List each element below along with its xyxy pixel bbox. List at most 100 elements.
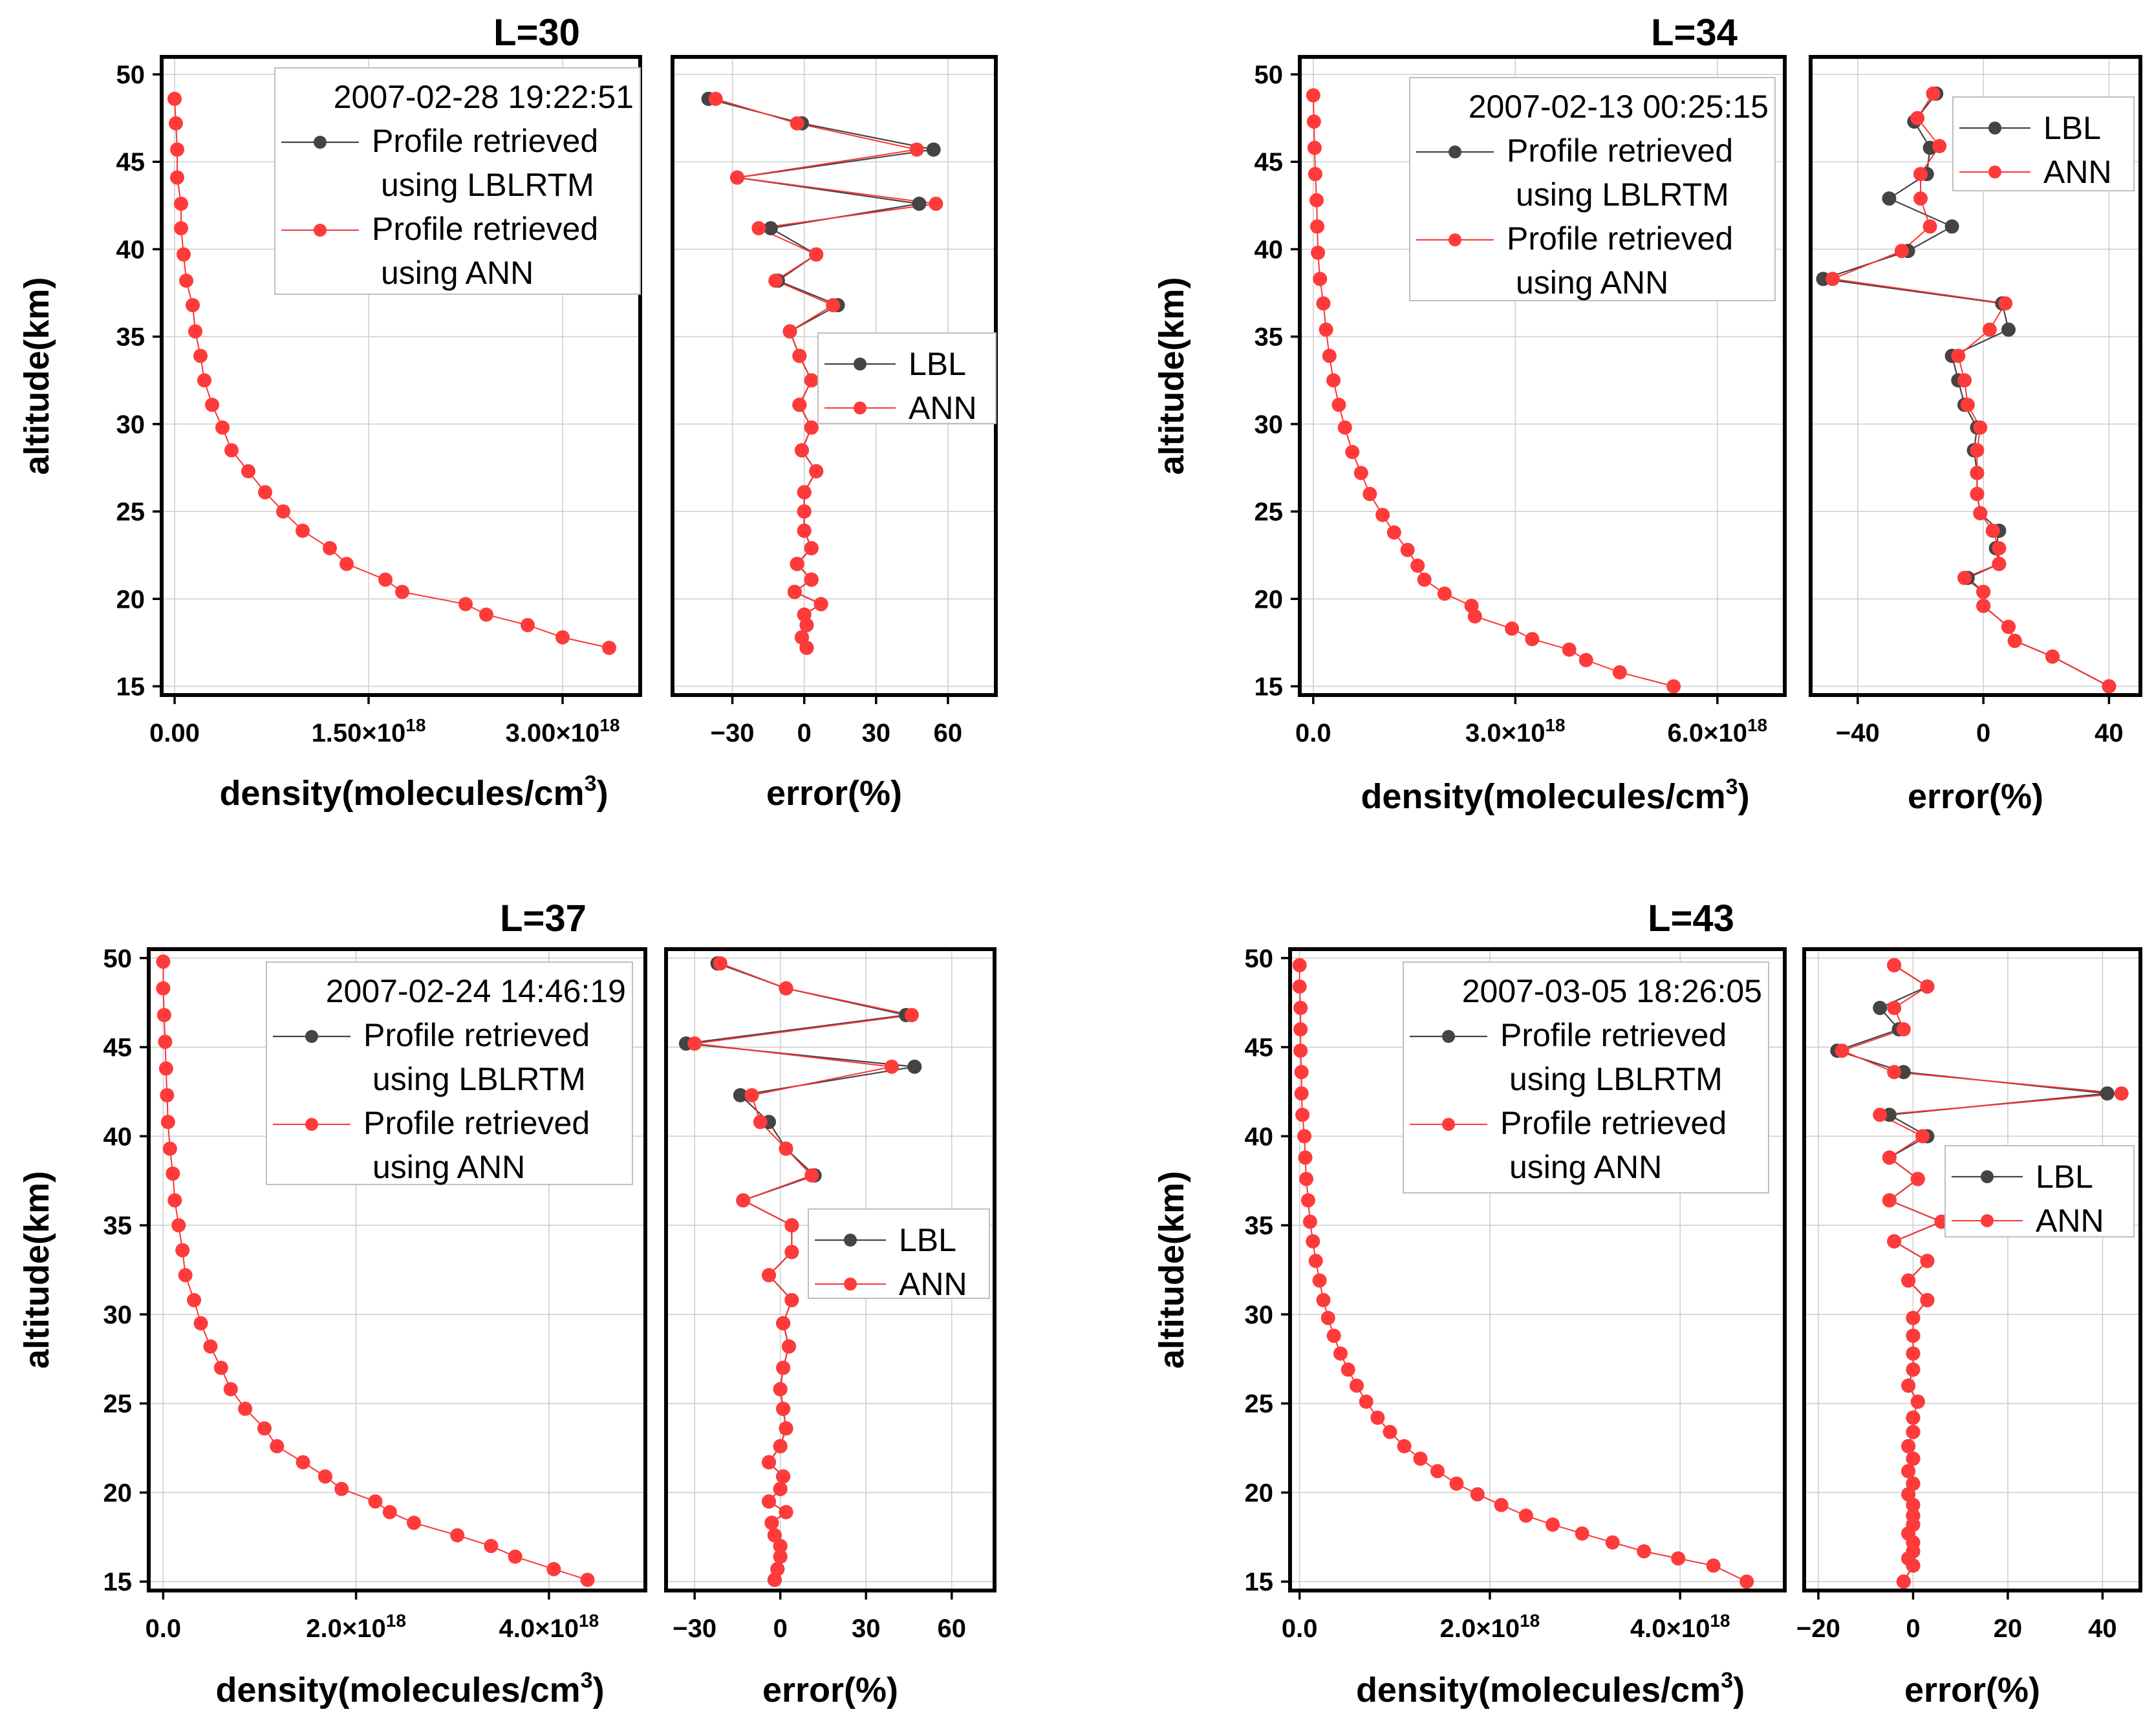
error-point-ann — [792, 398, 807, 413]
legend-ann-marker — [305, 1118, 318, 1131]
density-point — [1297, 1129, 1312, 1144]
density-point — [1309, 193, 1324, 208]
error-axis-title: error(%) — [766, 774, 902, 813]
error-point-ann — [1957, 570, 1972, 585]
error-legend-ann-text: ANN — [2036, 1203, 2104, 1239]
x-tick-mantissa: 6.0×10 — [1668, 719, 1747, 747]
error-plot: −20 0 20 40 error(%) LBL ANN — [1796, 947, 2142, 1709]
error-point-ann — [2007, 634, 2022, 648]
x-tick-exponent: 18 — [579, 1611, 599, 1631]
density-point — [156, 981, 171, 996]
y-tick-label: 45 — [103, 1034, 133, 1062]
altitude-axis-title: altitude(km) — [1152, 277, 1191, 475]
density-point — [1383, 1424, 1397, 1439]
density-legend: 2007-02-13 00:25:15 Profile retrieved usin… — [1409, 77, 1776, 301]
error-point-ann — [1901, 1487, 1916, 1502]
density-point — [1370, 1410, 1385, 1425]
density-point — [1307, 140, 1322, 155]
x-tick-label: 0.0 — [1282, 1614, 1318, 1643]
density-point — [186, 297, 200, 312]
error-legend-ann-marker — [854, 402, 867, 414]
legend-ann-marker — [314, 224, 327, 237]
density-point — [1449, 1476, 1464, 1491]
altitude-axis-title: altitude(km) — [17, 1171, 56, 1369]
density-point — [1298, 1150, 1313, 1165]
error-point-ann — [1894, 244, 1909, 259]
density-axis-title-close: ) — [593, 1671, 605, 1709]
x-tick-label: 3.00×1018 — [506, 715, 620, 747]
error-point-ann — [1873, 1108, 1888, 1122]
density-point — [238, 1401, 253, 1416]
density-point — [296, 1455, 310, 1470]
density-point — [179, 273, 193, 288]
error-legend-lbl-marker — [1981, 1170, 1994, 1183]
error-point-lbl — [1944, 219, 1959, 234]
legend-ann-text-1: Profile retrieved — [1507, 220, 1733, 257]
legend-ann-text-2: using ANN — [381, 255, 533, 291]
legend-lbl-text-2: using LBLRTM — [381, 167, 594, 203]
error-plot: −40 0 40 error(%) LBL ANN — [1809, 55, 2142, 816]
error-point-ann — [1915, 1129, 1930, 1144]
error-point-ann — [1906, 1311, 1921, 1325]
error-tick-label: 0 — [773, 1614, 788, 1643]
y-tick-label: 15 — [1255, 672, 1284, 701]
density-point — [521, 617, 535, 632]
density-point — [169, 116, 183, 131]
x-tick-label: 4.0×1018 — [499, 1611, 599, 1643]
density-axes-frame — [147, 947, 647, 1592]
error-point-ann — [804, 1168, 819, 1183]
density-point — [174, 221, 188, 236]
error-point-ann — [744, 1088, 759, 1102]
error-point-ann — [1920, 1292, 1935, 1307]
error-axes-frame — [664, 947, 996, 1592]
error-point-ann — [795, 443, 809, 458]
error-point-ann — [1932, 138, 1947, 153]
density-point — [1417, 572, 1432, 587]
error-point-ann — [2045, 649, 2060, 664]
error-point-ann — [1901, 1378, 1916, 1393]
error-tick-label: 0 — [797, 719, 812, 747]
y-tick-label: 25 — [103, 1390, 133, 1419]
x-tick-label: 3.0×1018 — [1465, 715, 1566, 747]
error-point-ann — [1896, 1022, 1911, 1036]
y-tick-label: 30 — [116, 411, 145, 439]
y-tick-label: 50 — [103, 945, 133, 973]
error-point-ann — [767, 1572, 782, 1587]
density-point — [156, 1007, 171, 1022]
density-legend-box — [1403, 961, 1769, 1194]
y-tick-label: 15 — [103, 1568, 133, 1596]
density-point — [160, 1115, 175, 1130]
error-point-lbl — [733, 1088, 748, 1102]
density-point — [270, 1439, 285, 1453]
density-point — [188, 324, 202, 339]
error-point-ann — [1901, 1439, 1916, 1453]
error-plot: −30 0 30 60 error(%) LBL ANN — [671, 55, 998, 813]
error-point-lbl — [2100, 1086, 2115, 1101]
error-point-ann — [804, 541, 819, 555]
x-tick-mantissa: 0.00 — [149, 719, 200, 747]
density-point — [1612, 665, 1627, 680]
density-point — [166, 1166, 180, 1181]
error-point-ann — [792, 348, 807, 363]
error-point-ann — [751, 221, 766, 236]
density-point — [1467, 609, 1482, 624]
density-axis-title-sup: 3 — [1726, 775, 1738, 799]
density-point — [1430, 1464, 1445, 1479]
error-point-ann — [797, 523, 812, 538]
error-point-ann — [1920, 1254, 1935, 1269]
density-point — [1326, 1328, 1341, 1343]
density-point — [175, 1243, 190, 1258]
density-point — [1375, 508, 1390, 522]
x-tick-exponent: 18 — [386, 1611, 406, 1631]
density-point — [158, 1034, 173, 1049]
error-point-ann — [784, 1218, 799, 1233]
error-point-lbl — [763, 221, 778, 236]
error-point-ann — [782, 324, 797, 339]
error-point-ann — [776, 1401, 791, 1416]
x-tick-exponent: 18 — [1545, 715, 1565, 735]
error-point-ann — [762, 1494, 777, 1509]
